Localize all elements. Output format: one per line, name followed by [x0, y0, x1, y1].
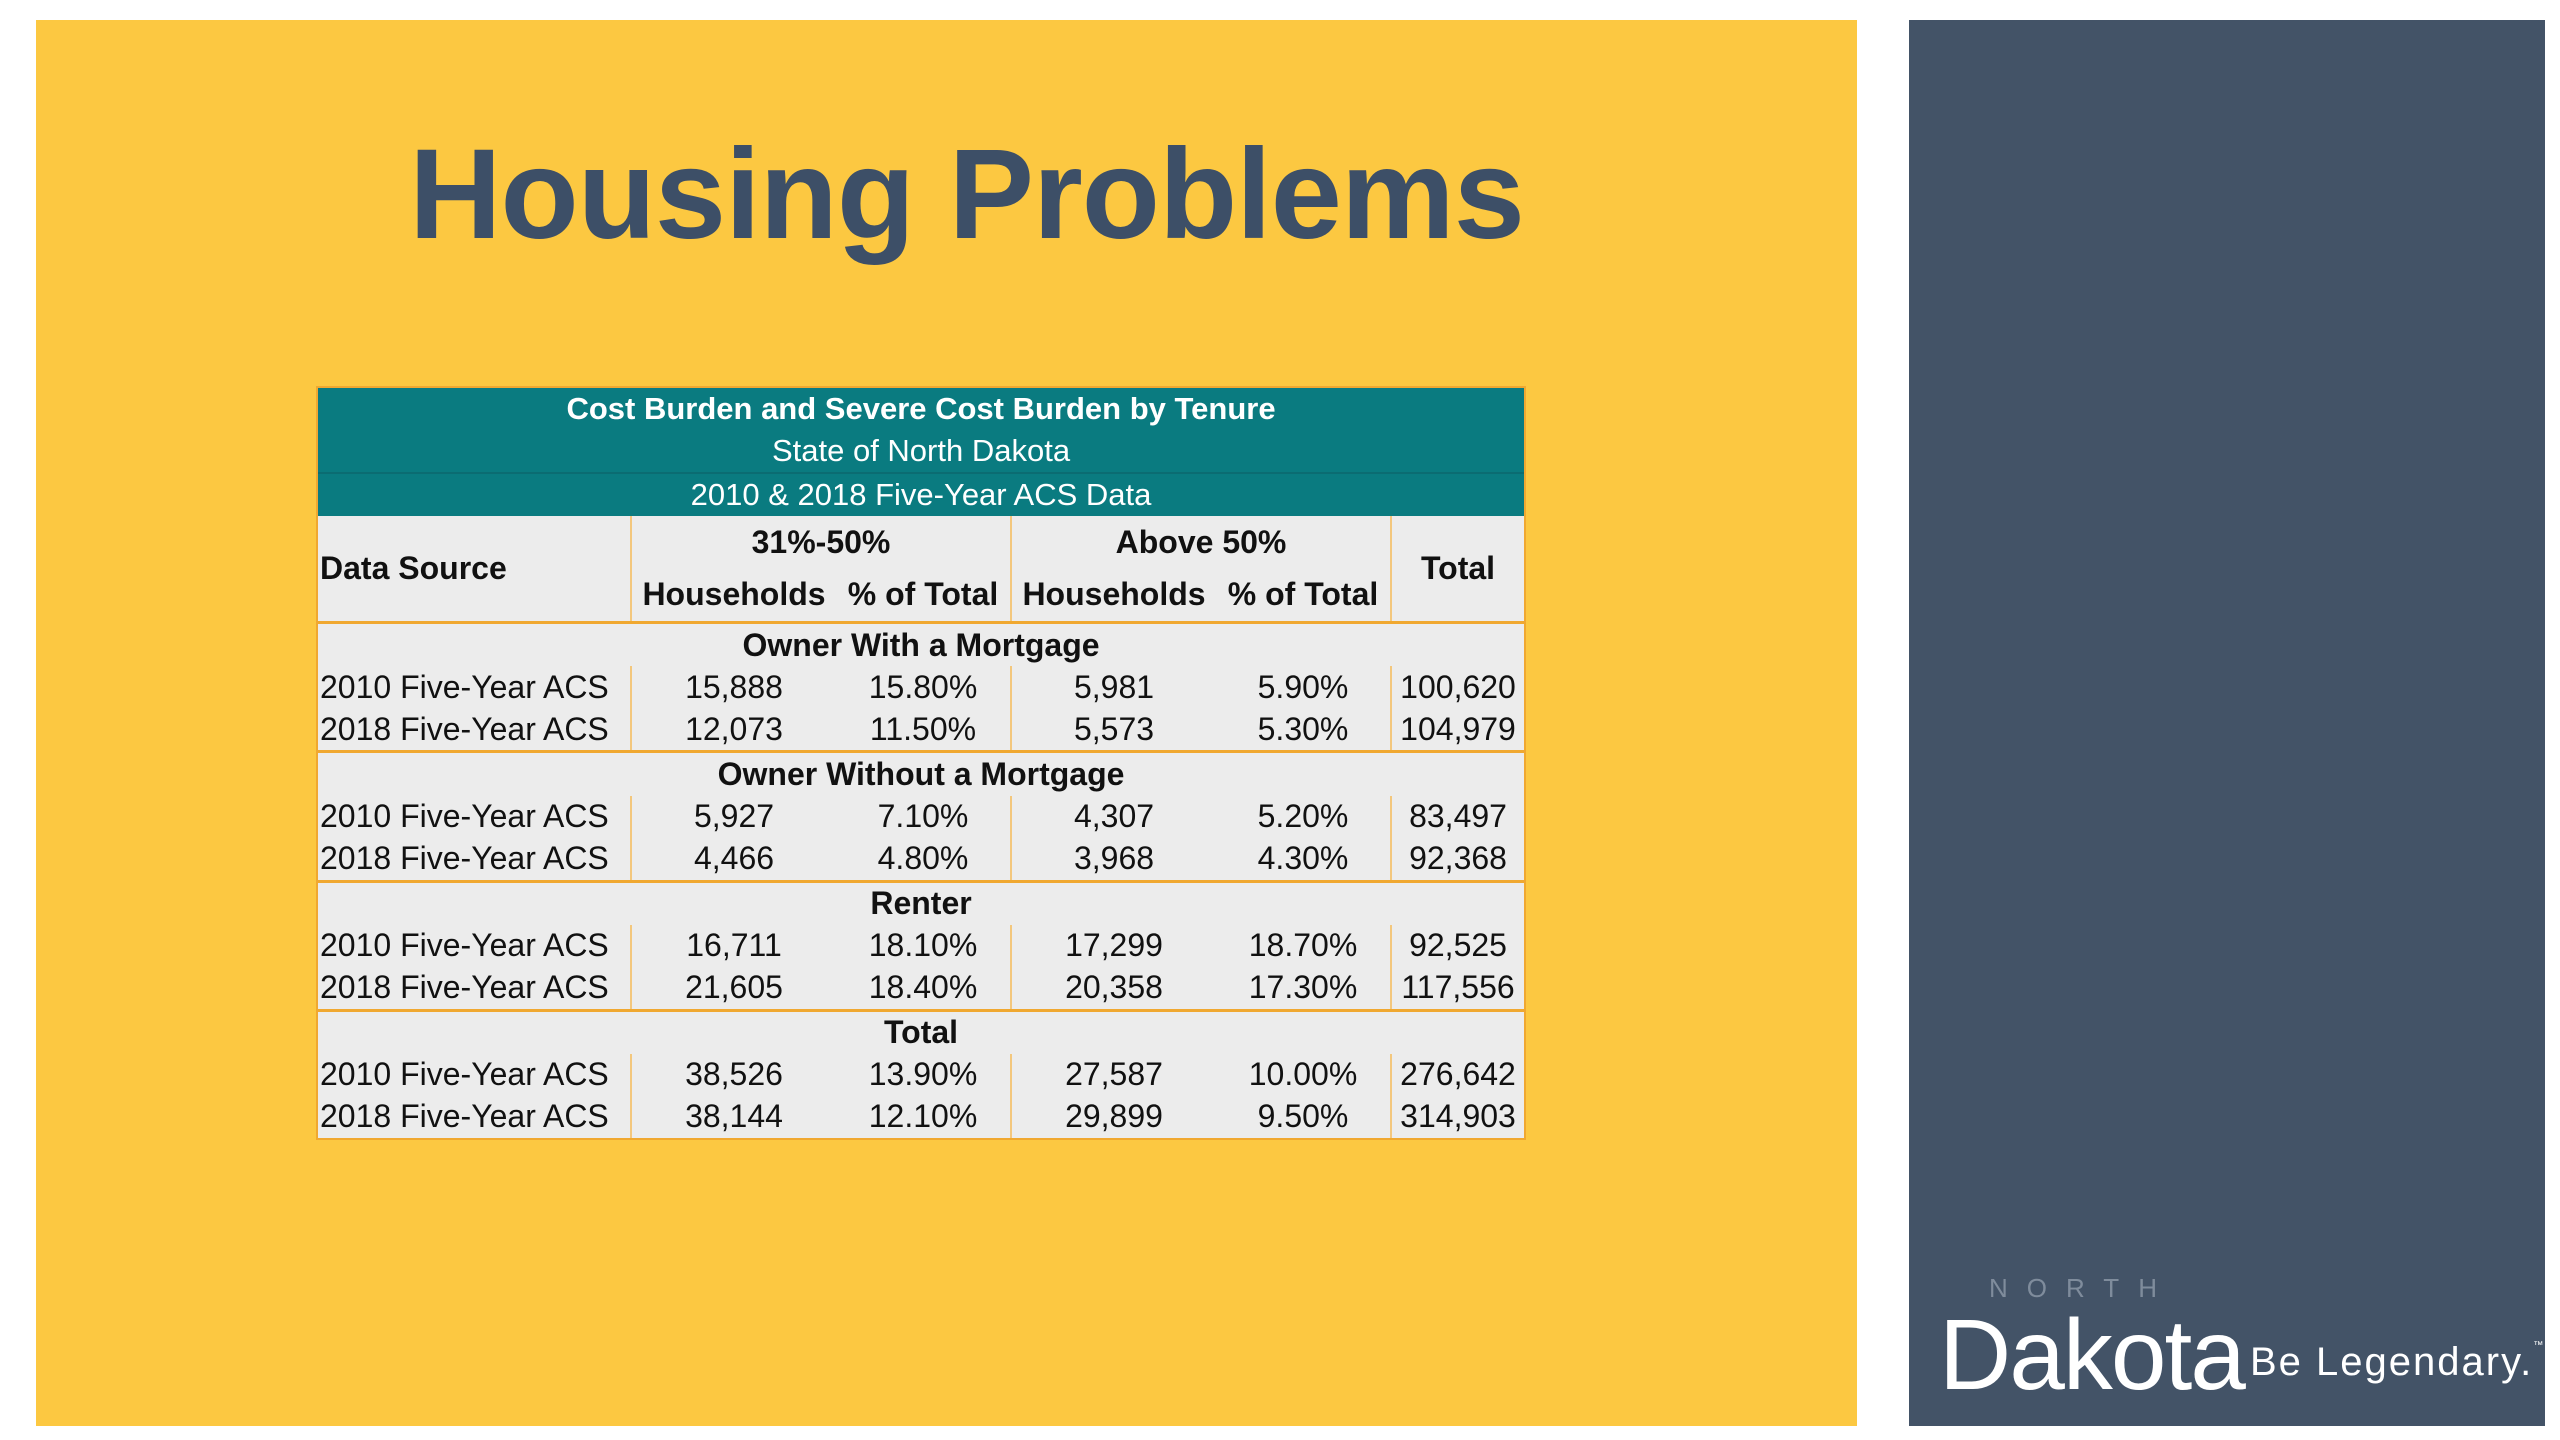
- cell-pct: 5.20%: [1257, 798, 1349, 834]
- table-row: 2018 Five-Year ACS 21,605 18.40% 20,358 …: [318, 966, 1525, 1011]
- table-row: 2010 Five-Year ACS 15,888 15.80% 5,981 5…: [318, 666, 1525, 709]
- section-row: Owner Without a Mortgage: [318, 750, 1525, 796]
- cell-pct: 10.00%: [1248, 1056, 1358, 1093]
- logo-dakota-text: Dakota: [1939, 1299, 2246, 1411]
- row-data-source: 2018 Five-Year ACS: [320, 840, 609, 877]
- table-row: 2010 Five-Year ACS 16,711 18.10% 17,299 …: [318, 924, 1525, 967]
- section-row: Renter: [318, 879, 1525, 925]
- cell-households: 38,526: [630, 1053, 836, 1096]
- row-data-source: 2010 Five-Year ACS: [320, 798, 609, 834]
- cell-households: 17,299: [1010, 924, 1216, 967]
- table-row: 2018 Five-Year ACS 38,144 12.10% 29,899 …: [318, 1095, 1525, 1138]
- header-households: Households: [630, 568, 836, 625]
- logo-tagline: Be Legendary.™: [2250, 1340, 2543, 1385]
- cell-households: 12,073: [630, 708, 836, 752]
- cell-total: 92,525: [1389, 924, 1525, 967]
- section-row: Total: [318, 1008, 1525, 1054]
- cell-total: 92,368: [1389, 837, 1525, 882]
- cell-pct: 12.10%: [868, 1098, 978, 1135]
- row-data-source: 2010 Five-Year ACS: [320, 668, 609, 705]
- cell-households: 21,605: [630, 966, 836, 1011]
- row-data-source: 2010 Five-Year ACS: [320, 927, 609, 964]
- cell-households: 20,358: [1010, 966, 1216, 1011]
- cost-burden-table-container: Cost Burden and Severe Cost Burden by Te…: [316, 386, 1526, 1140]
- section-label: Total: [318, 1008, 1525, 1054]
- header-pct-of-total: % of Total: [836, 568, 1011, 625]
- row-data-source: 2010 Five-Year ACS: [320, 1056, 609, 1093]
- header-households: Households: [1010, 568, 1216, 625]
- cell-pct: 9.50%: [1257, 1098, 1349, 1135]
- table-caption-title-row: Cost Burden and Severe Cost Burden by Te…: [318, 388, 1525, 431]
- table-header-row-1: Data Source 31%-50% Above 50% Total: [318, 516, 1525, 625]
- cell-pct: 17.30%: [1248, 969, 1358, 1006]
- cost-burden-table: Cost Burden and Severe Cost Burden by Te…: [318, 388, 1525, 1138]
- cell-households: 29,899: [1010, 1095, 1216, 1138]
- cell-pct: 11.50%: [869, 710, 977, 747]
- cell-households: 15,888: [630, 666, 836, 709]
- section-row: Owner With a Mortgage: [318, 623, 1524, 667]
- cell-households: 16,711: [630, 924, 836, 967]
- cell-pct: 4.30%: [1257, 840, 1349, 877]
- table-caption-state: State of North Dakota: [318, 430, 1525, 474]
- table-caption-state-row: State of North Dakota: [318, 430, 1525, 474]
- header-total: Total: [1389, 516, 1525, 625]
- cell-pct: 4.80%: [877, 840, 969, 877]
- cell-households: 38,144: [630, 1095, 836, 1138]
- cell-households: 27,587: [1010, 1053, 1216, 1096]
- slide-title: Housing Problems: [409, 123, 1525, 266]
- section-label: Renter: [318, 879, 1525, 925]
- cell-total: 104,979: [1389, 708, 1525, 752]
- cell-pct: 15.80%: [868, 668, 978, 705]
- table-row: 2018 Five-Year ACS 12,073 11.50% 5,573 5…: [318, 708, 1525, 752]
- table-header-row-2: Households % of Total Households % of To…: [318, 568, 1524, 625]
- header-group-31-50: 31%-50%: [630, 516, 1011, 569]
- header-data-source: Data Source: [318, 516, 631, 625]
- table-caption-source-row: 2010 & 2018 Five-Year ACS Data: [318, 472, 1525, 517]
- header-group-above-50: Above 50%: [1010, 516, 1391, 569]
- cell-households: 3,968: [1010, 837, 1216, 882]
- cell-households: 5,927: [630, 795, 836, 838]
- cell-pct: 18.70%: [1248, 927, 1358, 964]
- row-data-source: 2018 Five-Year ACS: [320, 1098, 609, 1135]
- header-pct-of-total: % of Total: [1216, 568, 1391, 625]
- logo-tagline-text: Be Legendary.: [2250, 1340, 2534, 1384]
- table-row: 2018 Five-Year ACS 4,466 4.80% 3,968 4.3…: [318, 837, 1525, 882]
- cell-pct: 5.30%: [1257, 710, 1349, 747]
- row-data-source: 2018 Five-Year ACS: [320, 969, 609, 1006]
- cell-pct: 7.10%: [877, 798, 969, 834]
- section-label: Owner With a Mortgage: [742, 626, 1100, 663]
- trademark-symbol: ™: [2533, 1340, 2544, 1351]
- logo-north-text: NORTH: [1989, 1273, 2176, 1303]
- cell-total: 100,620: [1389, 666, 1525, 709]
- table-row: 2010 Five-Year ACS 5,927 7.10% 4,307 5.2…: [318, 795, 1525, 838]
- section-label: Owner Without a Mortgage: [318, 750, 1525, 796]
- table-caption-title: Cost Burden and Severe Cost Burden by Te…: [318, 388, 1525, 431]
- slide-main-panel: Housing Problems Cost Burden and Severe …: [36, 20, 1857, 1426]
- cell-total: 117,556: [1389, 966, 1525, 1011]
- cell-households: 5,573: [1010, 708, 1216, 752]
- cell-pct: 13.90%: [868, 1056, 978, 1093]
- row-data-source: 2018 Five-Year ACS: [320, 710, 609, 747]
- cell-households: 4,466: [630, 837, 836, 882]
- table-row: 2010 Five-Year ACS 38,526 13.90% 27,587 …: [318, 1053, 1525, 1096]
- table-caption-source: 2010 & 2018 Five-Year ACS Data: [318, 472, 1525, 517]
- cell-pct: 18.40%: [868, 969, 978, 1006]
- side-brand-panel: NORTH Dakota Be Legendary.™: [1909, 20, 2545, 1426]
- cell-households: 5,981: [1010, 666, 1216, 709]
- cell-total: 276,642: [1389, 1053, 1525, 1096]
- cell-pct: 5.90%: [1257, 668, 1349, 705]
- cell-pct: 18.10%: [868, 927, 978, 964]
- cell-total: 83,497: [1389, 795, 1525, 838]
- cell-households: 4,307: [1010, 795, 1216, 838]
- cell-total: 314,903: [1389, 1095, 1525, 1138]
